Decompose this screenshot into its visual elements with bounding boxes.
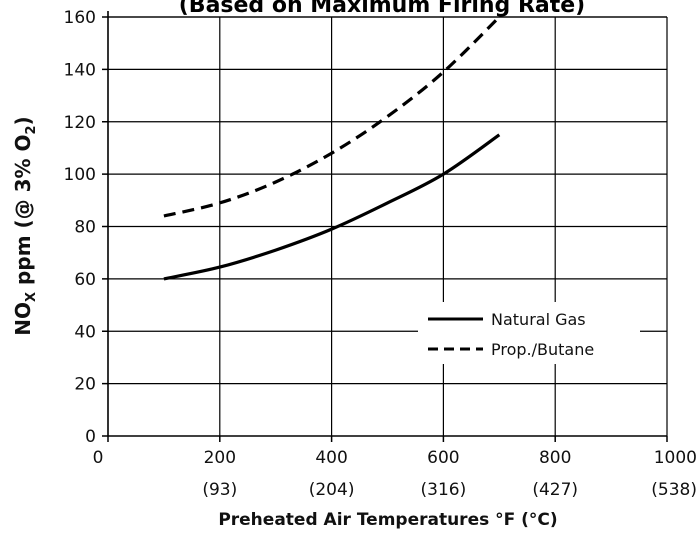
x-tick-label-0: 0 bbox=[93, 448, 104, 468]
y-tick-label-40: 40 bbox=[74, 322, 96, 342]
x-tick-sublabel-600: (316) bbox=[421, 480, 467, 500]
x-tick-label-400: 400 bbox=[315, 448, 347, 468]
y-tick-label-60: 60 bbox=[74, 270, 96, 290]
x-tick-sublabel-200: (93) bbox=[202, 480, 237, 500]
legend-label-prop-butane: Prop./Butane bbox=[491, 340, 594, 359]
y-tick-label-20: 20 bbox=[74, 375, 96, 395]
y-tick-label-80: 80 bbox=[74, 218, 96, 238]
axes bbox=[107, 11, 668, 437]
series-line-natural-gas bbox=[163, 133, 501, 281]
y-tick-label-120: 120 bbox=[64, 113, 96, 133]
x-tick-sublabel-1000: (538) bbox=[651, 480, 697, 500]
x-tick-label-600: 600 bbox=[427, 448, 459, 468]
y-tick-label-160: 160 bbox=[64, 8, 96, 28]
x-tick-label-200: 200 bbox=[204, 448, 236, 468]
y-ticks: 0 20 40 60 80 100 120 140 160 bbox=[64, 8, 108, 447]
x-axis-label: Preheated Air Temperatures °F (°C) bbox=[218, 510, 557, 530]
legend-label-natural-gas: Natural Gas bbox=[491, 310, 586, 329]
y-tick-label-140: 140 bbox=[64, 60, 96, 80]
x-tick-sublabel-400: (204) bbox=[309, 480, 355, 500]
series-line-prop-butane bbox=[163, 15, 501, 218]
y-axis-label-main: NO bbox=[11, 302, 35, 336]
x-tick-label-800: 800 bbox=[539, 448, 571, 468]
y-axis-label: NOX ppm (@ 3% O2) bbox=[11, 116, 39, 335]
x-tick-sublabel-800: (427) bbox=[532, 480, 578, 500]
y-tick-label-0: 0 bbox=[85, 427, 96, 447]
y-tick-label-100: 100 bbox=[64, 165, 96, 185]
y-axis-label-sub: X bbox=[24, 292, 39, 302]
legend: Natural Gas Prop./Butane bbox=[418, 302, 640, 364]
chart-title: (Based on Maximum Firing Rate) bbox=[179, 0, 585, 18]
legend-background bbox=[418, 302, 640, 364]
x-ticks: 0 200 (93) 400 (204) 600 (316) 800 (427) 1000 (538… bbox=[93, 436, 697, 500]
y-axis-label-end: ) bbox=[11, 116, 35, 125]
y-axis-label-sub2: 2 bbox=[24, 125, 39, 134]
x-tick-label-1000: 1000 bbox=[654, 448, 697, 468]
y-axis-label-rest: ppm (@ 3% O bbox=[11, 134, 35, 291]
series-lines bbox=[163, 15, 501, 281]
